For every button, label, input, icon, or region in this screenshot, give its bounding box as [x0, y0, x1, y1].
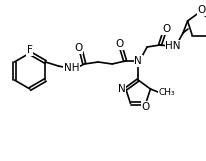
Text: O: O: [115, 39, 123, 49]
Text: O: O: [161, 24, 169, 34]
Text: O: O: [74, 43, 82, 53]
Text: N: N: [117, 84, 125, 94]
Text: O: O: [197, 5, 205, 15]
Text: N: N: [134, 56, 141, 66]
Text: CH₃: CH₃: [157, 89, 174, 97]
Text: HN: HN: [164, 41, 180, 51]
Text: NH: NH: [63, 63, 79, 73]
Text: O: O: [141, 102, 149, 112]
Text: F: F: [27, 45, 33, 55]
